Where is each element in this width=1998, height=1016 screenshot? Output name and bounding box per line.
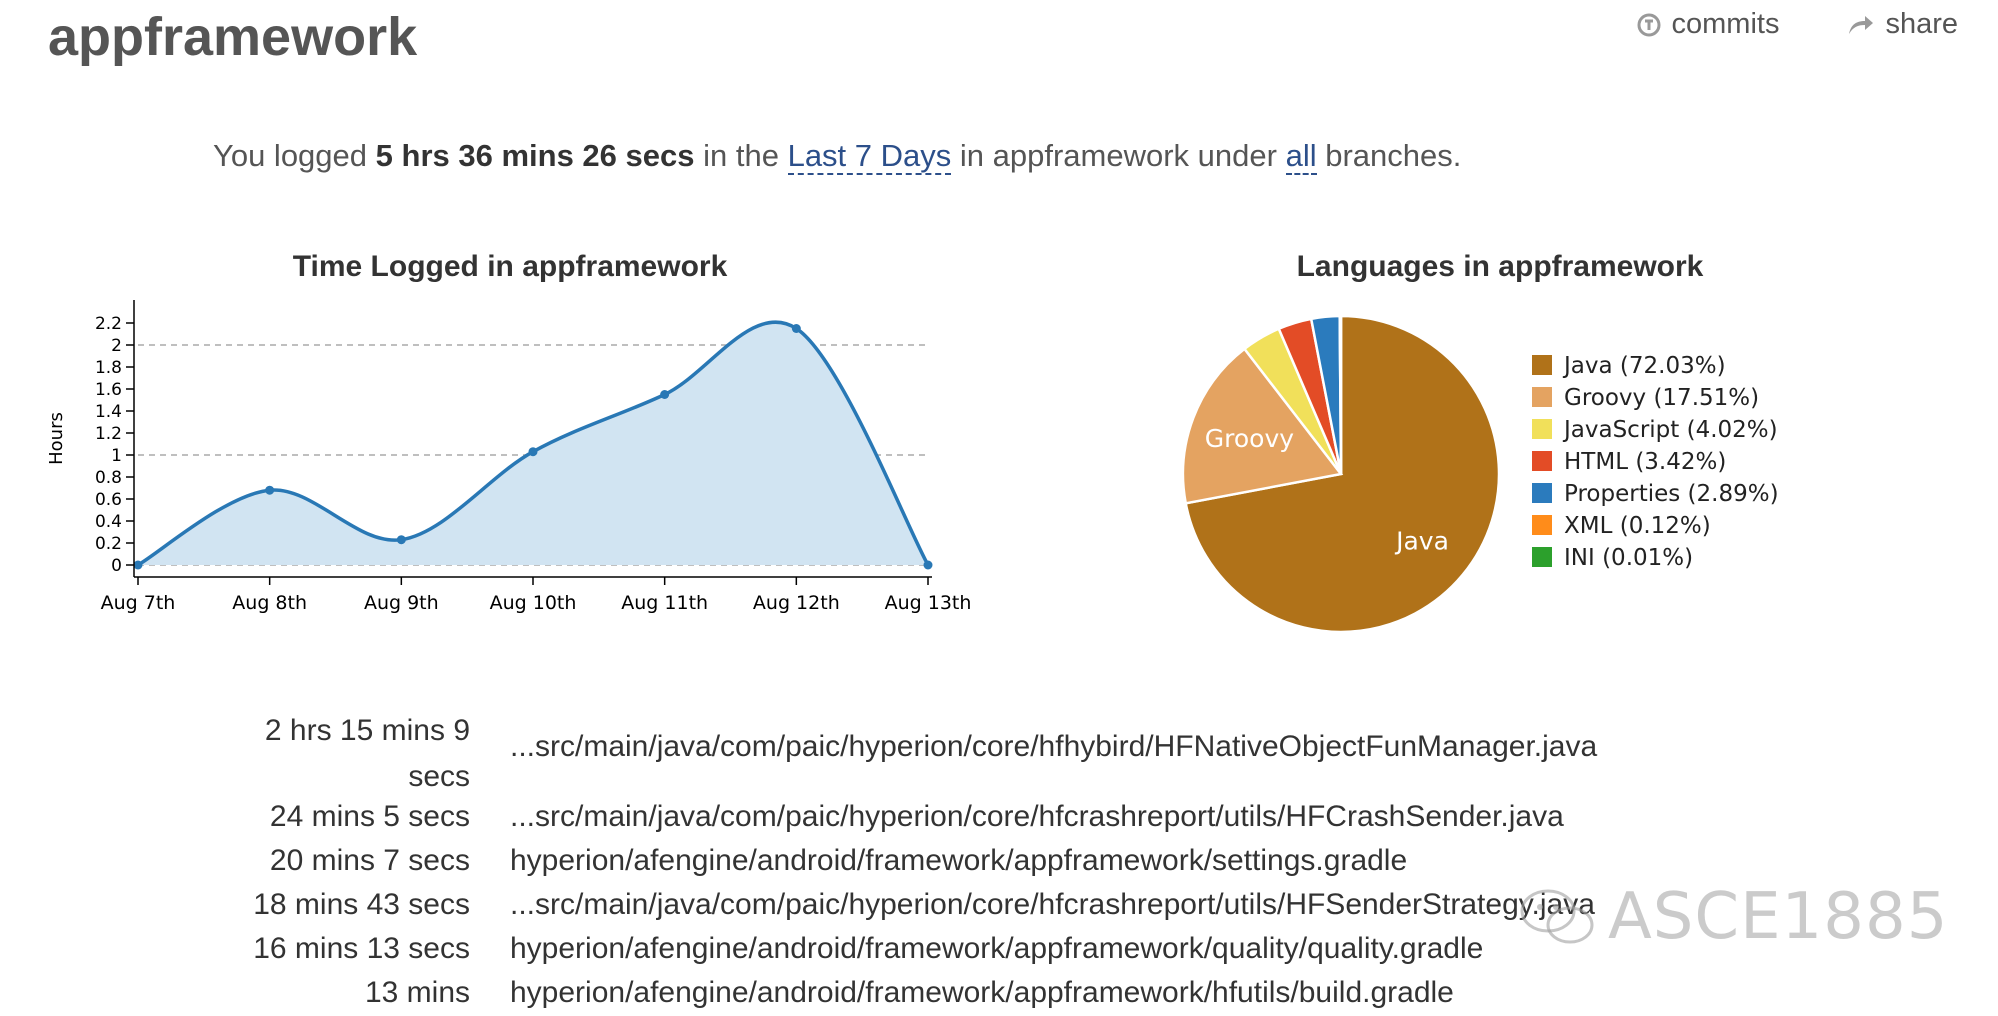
summary-in-project: in appframework under [959, 138, 1277, 173]
legend-swatch [1532, 355, 1552, 375]
file-path: ...src/main/java/com/paic/hyperion/core/… [510, 730, 1598, 763]
data-point [660, 390, 670, 399]
total-duration: 5 hrs 36 mins 26 secs [375, 138, 695, 173]
file-duration: 24 mins 5 secs [269, 800, 470, 833]
file-path: hyperion/afengine/android/framework/appf… [510, 976, 1454, 1009]
time-chart-title: Time Logged in appframework [292, 250, 728, 283]
pie-slice-label: Java [1394, 527, 1449, 556]
y-tick-label: 0.8 [95, 468, 122, 488]
y-tick-label: 2.2 [95, 314, 122, 334]
watermark-text: ASCE1885 [1608, 880, 1949, 954]
x-tick-label: Aug 8th [232, 592, 307, 614]
y-axis-label: Hours [46, 412, 67, 465]
file-path: hyperion/afengine/android/framework/appf… [510, 844, 1408, 877]
legend-entry: JavaScript (4.02%) [1562, 417, 1778, 443]
summary-prefix: You logged [213, 138, 368, 173]
file-duration: 2 hrs 15 mins 9 [264, 714, 470, 747]
summary-in-the: in the [703, 138, 779, 173]
time-summary: You logged 5 hrs 36 mins 26 secs in the … [213, 138, 1462, 175]
languages-pie-chart: Java Groovy Java (72.03%) Groovy (17.51%) Ja… [1181, 314, 1779, 634]
legend-swatch [1532, 451, 1552, 471]
share-icon [1849, 15, 1874, 34]
page-title: appframework [48, 7, 418, 67]
share-label: share [1885, 8, 1958, 40]
y-tick-label: 2 [111, 336, 122, 356]
y-tick-label: 0.6 [95, 490, 122, 510]
y-tick-label: 0.4 [95, 512, 122, 532]
legend-swatch [1532, 547, 1552, 567]
area-fill [138, 322, 928, 565]
share-link[interactable]: share [1845, 8, 1958, 41]
languages-chart-title: Languages in appframework [1296, 250, 1704, 283]
branch-link[interactable]: all [1285, 138, 1317, 175]
summary-suffix: branches. [1325, 138, 1462, 173]
date-range-link[interactable]: Last 7 Days [787, 138, 952, 175]
file-duration: 13 mins [364, 976, 470, 1009]
data-point [923, 560, 933, 570]
file-path: ...src/main/java/com/paic/hyperion/core/… [510, 800, 1564, 833]
file-path: ...src/main/java/com/paic/hyperion/core/… [510, 888, 1595, 921]
y-tick-label: 0 [111, 556, 122, 576]
legend-entry: Java (72.03%) [1562, 353, 1726, 379]
data-point [265, 485, 275, 495]
pie-slice-label: Groovy [1205, 424, 1294, 453]
file-duration-cont: secs [408, 760, 470, 793]
legend-entry: XML (0.12%) [1564, 513, 1711, 539]
file-duration: 16 mins 13 secs [253, 932, 470, 965]
file-duration: 18 mins 43 secs [253, 888, 470, 921]
legend-entry: Groovy (17.51%) [1564, 385, 1759, 411]
top-nav: commits share [1636, 8, 1958, 41]
file-path: hyperion/afengine/android/framework/appf… [510, 932, 1484, 965]
legend-swatch [1532, 483, 1552, 503]
data-point [396, 535, 406, 545]
commits-label: commits [1671, 8, 1780, 40]
file-duration: 20 mins 7 secs [269, 844, 470, 877]
legend-entry: INI (0.01%) [1564, 545, 1693, 571]
legend-swatch [1532, 515, 1552, 535]
y-tick-label: 0.2 [95, 534, 122, 554]
legend-swatch [1532, 419, 1552, 439]
legend-swatch [1532, 387, 1552, 407]
commits-link[interactable]: commits [1636, 8, 1780, 41]
x-tick-label: Aug 13th [885, 592, 972, 614]
watermark: ASCE1885 [1518, 880, 1948, 954]
x-tick-label: Aug 10th [490, 592, 577, 614]
data-point [791, 324, 801, 333]
y-tick-label: 1.4 [95, 402, 122, 422]
data-point [528, 447, 538, 457]
pie-slice [1181, 347, 1344, 505]
time-logged-chart: 00.20.40.60.811.21.41.61.822.2 Aug 7th Aug… [46, 300, 972, 614]
x-tick-label: Aug 7th [101, 592, 176, 614]
x-tick-label: Aug 12th [753, 592, 840, 614]
wechat-icon [1520, 889, 1594, 944]
x-tick-label: Aug 9th [364, 592, 439, 614]
x-tick-label: Aug 11th [621, 592, 708, 614]
y-tick-label: 1.6 [95, 380, 122, 400]
legend-entry: Properties (2.89%) [1564, 481, 1779, 507]
y-tick-label: 1.2 [95, 424, 122, 444]
commit-icon [1637, 13, 1660, 36]
data-point [133, 560, 143, 570]
y-tick-label: 1 [111, 446, 122, 466]
legend-entry: HTML (3.42%) [1564, 449, 1726, 475]
y-tick-label: 1.8 [95, 358, 122, 378]
